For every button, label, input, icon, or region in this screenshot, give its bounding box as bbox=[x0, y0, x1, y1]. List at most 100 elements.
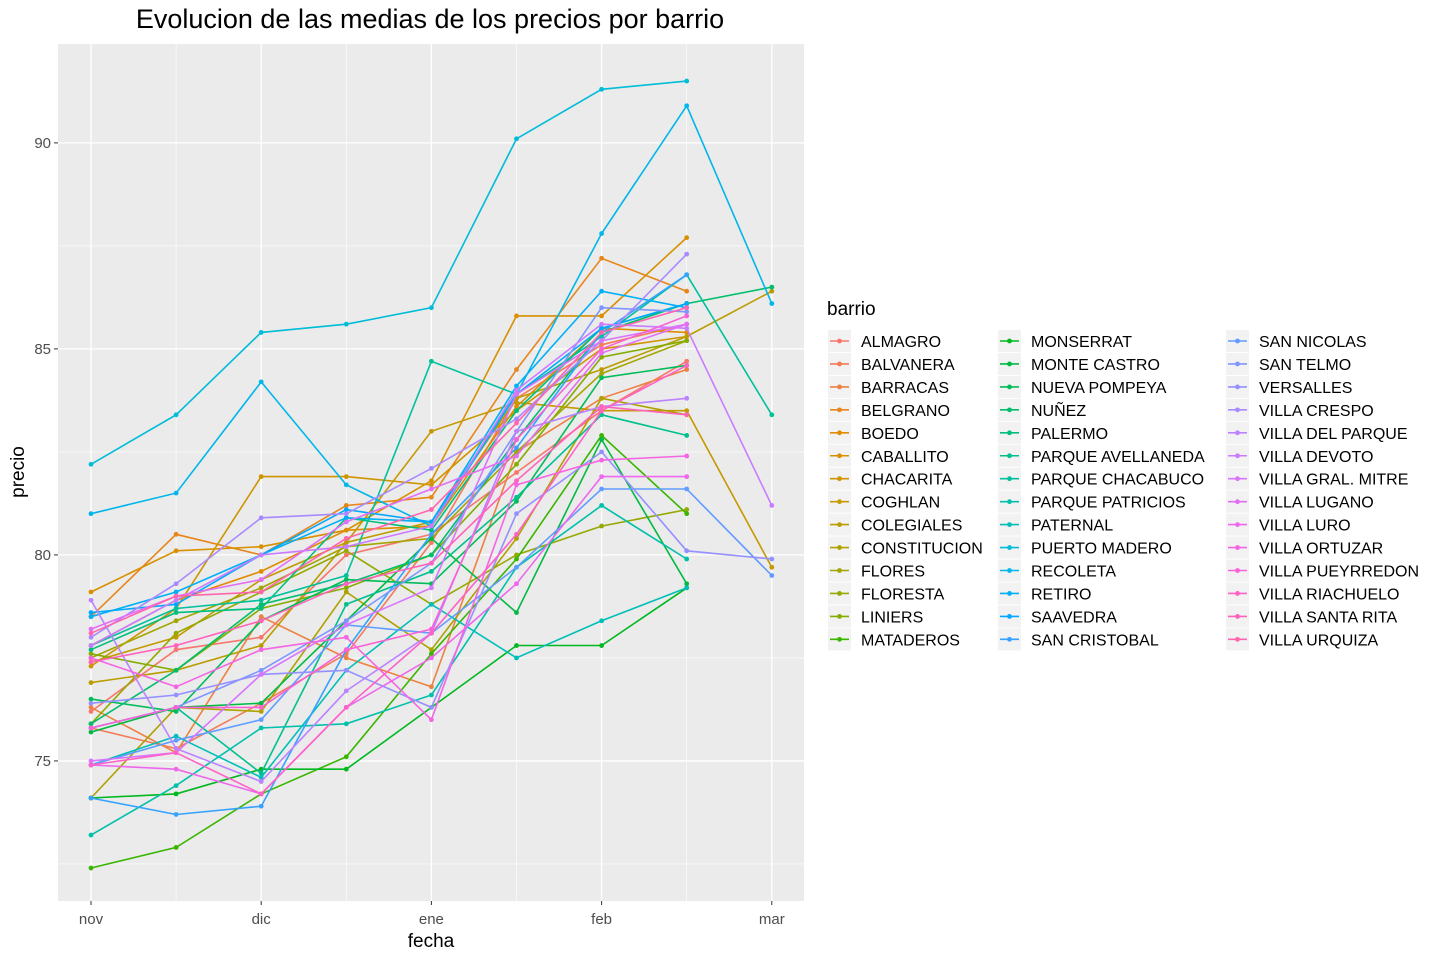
legend-item: SAAVEDRA bbox=[998, 605, 1117, 628]
data-point bbox=[258, 577, 264, 583]
data-point bbox=[258, 700, 264, 706]
data-point bbox=[173, 737, 179, 743]
legend-label: COGHLAN bbox=[861, 495, 940, 512]
data-point bbox=[258, 791, 264, 797]
legend-key-point bbox=[1007, 591, 1012, 596]
data-point bbox=[173, 783, 179, 789]
legend-label: VILLA DEVOTO bbox=[1259, 449, 1373, 466]
data-point bbox=[429, 494, 434, 500]
legend-label: SAAVEDRA bbox=[1031, 609, 1117, 626]
data-point bbox=[343, 766, 349, 772]
legend-key-point bbox=[837, 522, 842, 527]
legend-key-point bbox=[837, 591, 842, 596]
data-point bbox=[599, 350, 604, 356]
data-point bbox=[258, 597, 264, 603]
data-point bbox=[514, 494, 519, 500]
legend-key-point bbox=[837, 361, 842, 367]
data-point bbox=[514, 449, 519, 455]
data-point bbox=[599, 325, 604, 331]
data-point bbox=[88, 659, 94, 665]
x-tick-label: mar bbox=[759, 911, 785, 928]
legend-key-point bbox=[1007, 545, 1012, 550]
legend-key-point bbox=[837, 338, 842, 344]
data-point bbox=[514, 416, 519, 422]
data-point bbox=[684, 486, 690, 492]
data-point bbox=[173, 643, 179, 648]
y-tick-label: 80 bbox=[34, 547, 51, 564]
legend-label: PARQUE AVELLANEDA bbox=[1031, 449, 1205, 466]
data-point bbox=[684, 362, 690, 368]
data-point bbox=[258, 614, 264, 620]
series-line bbox=[90, 413, 687, 775]
legend-item: VILLA CRESPO bbox=[1226, 398, 1374, 421]
data-point bbox=[258, 643, 264, 648]
legend-item: COGHLAN bbox=[828, 490, 940, 513]
data-point bbox=[88, 647, 94, 653]
data-point bbox=[343, 552, 349, 558]
legend-key-point bbox=[837, 545, 842, 550]
data-point bbox=[684, 103, 690, 109]
data-point bbox=[88, 663, 94, 669]
legend-label: BELGRANO bbox=[861, 403, 950, 420]
legend-item: VILLA GRAL. MITRE bbox=[1226, 467, 1408, 490]
data-point bbox=[258, 774, 264, 780]
data-point bbox=[684, 321, 690, 327]
legend-label: PARQUE PATRICIOS bbox=[1031, 495, 1186, 512]
data-point bbox=[88, 597, 94, 603]
data-point bbox=[599, 404, 604, 409]
data-point bbox=[599, 457, 604, 463]
data-point bbox=[88, 680, 94, 686]
data-point bbox=[429, 465, 434, 471]
legend-item: RECOLETA bbox=[998, 559, 1116, 582]
legend-key-point bbox=[1007, 384, 1012, 390]
data-point bbox=[343, 647, 349, 653]
series-line bbox=[90, 364, 687, 713]
legend-label: BOEDO bbox=[861, 426, 919, 443]
legend-item: FLORESTA bbox=[828, 582, 945, 605]
data-point bbox=[514, 482, 519, 488]
data-point bbox=[258, 474, 264, 480]
legend-label: PALERMO bbox=[1031, 426, 1108, 443]
legend-item: MATADEROS bbox=[828, 628, 960, 651]
data-point bbox=[88, 461, 94, 467]
legend-key-point bbox=[1007, 407, 1012, 413]
x-tick-label: ene bbox=[419, 911, 444, 928]
data-point bbox=[343, 503, 349, 508]
data-point bbox=[514, 564, 519, 570]
data-point bbox=[684, 367, 690, 372]
legend-key-point bbox=[837, 636, 842, 642]
data-point bbox=[88, 762, 94, 768]
legend-item: BALVANERA bbox=[828, 352, 955, 375]
data-point bbox=[343, 321, 349, 327]
data-point bbox=[684, 338, 690, 344]
data-point bbox=[514, 367, 519, 372]
data-point bbox=[258, 618, 264, 624]
data-point bbox=[88, 589, 94, 595]
data-point bbox=[599, 231, 604, 236]
data-point bbox=[769, 503, 775, 508]
legend-item: VERSALLES bbox=[1226, 375, 1352, 398]
data-point bbox=[599, 449, 604, 455]
data-point bbox=[343, 589, 349, 595]
data-point bbox=[88, 721, 94, 727]
data-point bbox=[514, 461, 519, 467]
data-point bbox=[343, 655, 349, 661]
data-point bbox=[173, 589, 179, 595]
data-point bbox=[173, 597, 179, 603]
legend-label: LINIERS bbox=[861, 609, 923, 626]
chart-title: Evolucion de las medias de los precios p… bbox=[136, 4, 724, 34]
legend-key-point bbox=[1007, 338, 1012, 344]
legend: barrio ALMAGRO BALVANERA BARRACAS BELGRANO B… bbox=[827, 299, 1419, 651]
data-point bbox=[429, 651, 434, 657]
series-line bbox=[90, 290, 687, 618]
data-point bbox=[684, 325, 690, 331]
series-line bbox=[90, 508, 687, 725]
legend-label: BALVANERA bbox=[861, 357, 955, 374]
data-point bbox=[514, 581, 519, 587]
data-point bbox=[514, 478, 519, 484]
data-point bbox=[514, 643, 519, 648]
data-point bbox=[88, 832, 94, 838]
series-line bbox=[90, 475, 687, 795]
legend-key-point bbox=[1235, 614, 1240, 619]
data-point bbox=[429, 507, 434, 512]
